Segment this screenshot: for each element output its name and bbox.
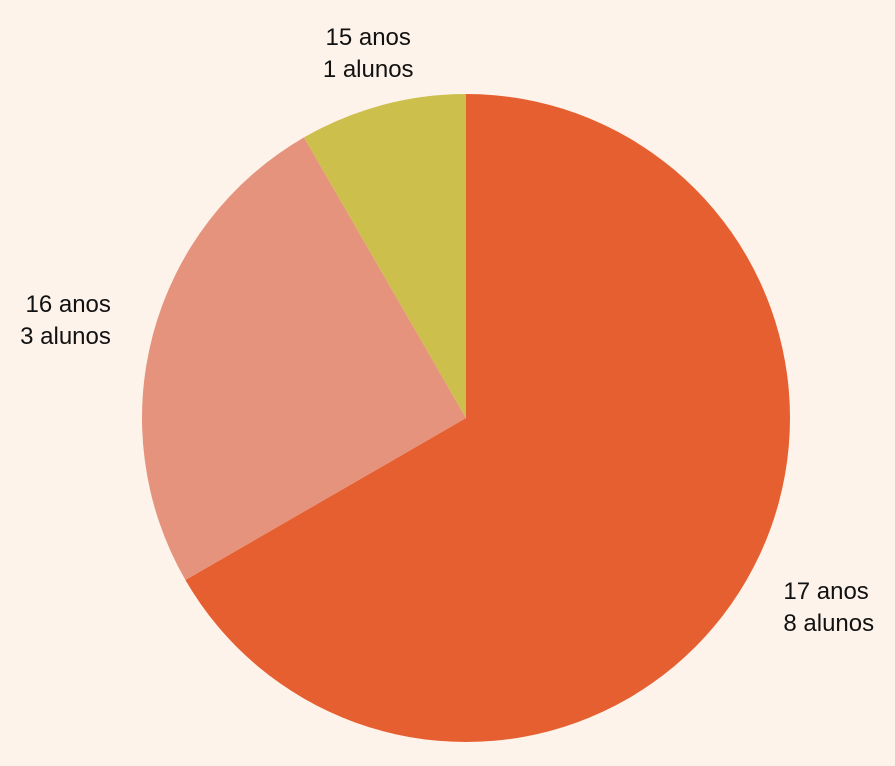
pie-slices [142, 94, 791, 742]
pie-label-value: 3 alunos [20, 323, 111, 350]
pie-label-17-anos: 17 anos 8 alunos [783, 578, 874, 637]
pie-label-category: 15 anos [325, 24, 410, 51]
pie-label-16-anos: 16 anos 3 alunos [20, 291, 111, 350]
pie-label-value: 1 alunos [323, 56, 414, 83]
pie-slice-17-anos [185, 94, 791, 742]
pie-slice-15-anos [304, 94, 466, 418]
pie-label-category: 17 anos [783, 578, 868, 605]
pie-slice-16-anos [142, 137, 466, 580]
pie-label-value: 8 alunos [783, 610, 874, 637]
pie-label-category: 16 anos [25, 291, 110, 318]
pie-label-15-anos: 15 anos 1 alunos [323, 24, 414, 83]
pie-labels: 17 anos 8 alunos 16 anos 3 alunos 15 anos 1 a… [20, 24, 874, 637]
